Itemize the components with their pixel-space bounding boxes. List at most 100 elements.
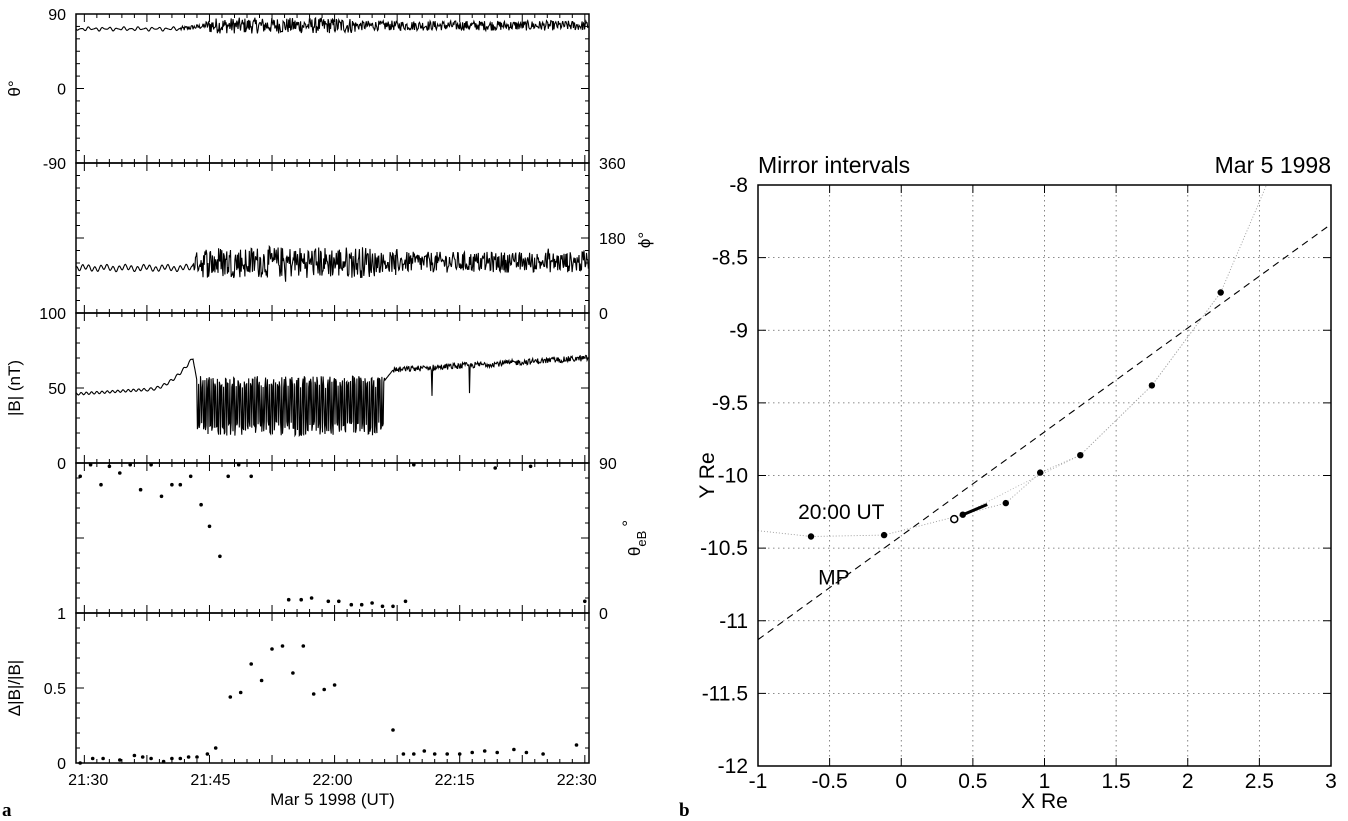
orbit-point <box>1037 469 1044 476</box>
theta-eb-point <box>249 474 253 479</box>
theta-eb-point <box>199 502 203 507</box>
theta-eb-point <box>218 554 222 559</box>
time-tick-label: 21:45 <box>190 772 230 789</box>
delta-b-axes-frame <box>75 612 590 764</box>
delta-b-axis-label: Δ|B|/|B| <box>5 660 24 716</box>
theta-eb-point <box>337 599 341 604</box>
theta-axis-label: θ° <box>5 80 24 96</box>
delta-b-point <box>291 671 295 675</box>
theta-eb-point <box>99 482 103 487</box>
orbit-point <box>1077 452 1084 459</box>
time-annotation: 20:00 UT <box>798 501 885 524</box>
theta-eb-point <box>493 466 498 470</box>
delta-b-point <box>322 687 327 692</box>
delta-b-panel: 1 0.5 0 Δ|B|/|B| 21:30 21:45 22:00 22:15 22:30 Ma… <box>5 606 597 809</box>
delta-b-point <box>118 758 122 762</box>
theta-eb-point <box>583 599 587 604</box>
theta-eb-point <box>380 604 385 609</box>
phi-axes-frame <box>75 162 590 314</box>
orbit-open-point <box>950 514 959 524</box>
delta-b-point <box>213 746 218 750</box>
delta-b-point <box>186 755 191 759</box>
x-tick-label: 2 <box>1182 770 1194 793</box>
delta-b-point <box>178 756 183 761</box>
delta-b-point <box>401 752 406 756</box>
theta-eb-point <box>326 599 331 604</box>
delta-b-point <box>495 750 500 755</box>
delta-b-point <box>238 690 243 695</box>
delta-b-point <box>457 752 462 756</box>
delta-b-point <box>301 644 306 648</box>
theta-eb-left-tick-label: 1 <box>57 606 66 623</box>
theta-eb-tick-label: 90 <box>599 456 617 473</box>
delta-b-point <box>332 683 337 687</box>
theta-eb-point <box>359 602 364 607</box>
delta-b-point <box>149 756 153 761</box>
theta-eb-point <box>349 602 354 607</box>
time-tick-label: 22:30 <box>557 772 597 789</box>
phi-tick-label: 180 <box>599 231 626 248</box>
delta-b-tick-label: 0 <box>57 756 66 773</box>
magnetopause-line <box>757 223 1332 641</box>
theta-tick-label: 0 <box>57 82 66 99</box>
theta-eb-point <box>309 596 314 600</box>
theta-eb-tick-label: 0 <box>599 606 608 623</box>
theta-eb-point <box>403 599 408 604</box>
delta-b-tick-label: 0.5 <box>44 681 66 698</box>
delta-b-point <box>432 752 437 756</box>
delta-b-point <box>249 662 253 666</box>
theta-eb-point <box>370 601 374 605</box>
y-tick-label: -9.5 <box>712 392 748 415</box>
theta-eb-panel: 0 90 0 θeB° <box>57 456 649 623</box>
theta-eb-point <box>391 604 395 609</box>
theta-eb-point <box>188 474 193 479</box>
delta-b-point <box>391 728 395 732</box>
b-magnitude-tick-label: 0 <box>57 456 66 473</box>
y-tick-label: -10.5 <box>700 537 748 560</box>
magnetopause-label: MP <box>818 566 850 589</box>
theta-eb-point <box>128 462 132 467</box>
phi-axis-label: ϕ° <box>635 232 654 248</box>
delta-b-point <box>195 755 199 759</box>
delta-b-point <box>524 750 529 755</box>
delta-b-point <box>311 692 316 696</box>
time-tick-label: 21:30 <box>68 772 108 789</box>
y-tick-label: -11 <box>719 610 748 633</box>
theta-eb-point <box>412 462 416 467</box>
delta-b-point <box>140 755 145 759</box>
x-axis-label: X Re <box>1021 790 1068 813</box>
x-tick-label: -0.5 <box>812 770 848 793</box>
y-tick-label: -10 <box>718 465 748 488</box>
x-tick-label: 3 <box>1325 770 1337 793</box>
delta-b-point <box>470 750 475 755</box>
delta-b-point <box>270 647 274 651</box>
theta-series-line <box>75 16 589 34</box>
theta-eb-point <box>236 462 241 467</box>
y-tick-label: -8.5 <box>712 247 748 270</box>
orbit-point <box>1002 499 1009 507</box>
time-axis-label: Mar 5 1998 (UT) <box>270 790 395 809</box>
theta-eb-point <box>299 597 304 602</box>
theta-axes-frame <box>75 13 590 164</box>
theta-panel: 90 0 θ° <box>5 7 590 164</box>
theta-eb-axes-frame <box>75 462 590 614</box>
orbit-point <box>1148 382 1156 389</box>
delta-b-point <box>412 752 416 756</box>
orbit-point <box>880 531 888 539</box>
theta-eb-point <box>170 482 174 487</box>
theta-eb-point <box>286 597 291 602</box>
b-magnitude-panel: 100 50 0 |B| (nT) <box>5 306 608 464</box>
chart-title-left: Mirror intervals <box>758 152 910 178</box>
delta-b-point <box>228 695 233 699</box>
y-tick-label: -12 <box>718 755 748 778</box>
orbit-point <box>807 533 815 540</box>
b-magnitude-tick-label: 100 <box>39 306 66 323</box>
x-tick-label: 1 <box>1039 770 1051 793</box>
y-tick-label: -9 <box>729 319 748 342</box>
delta-b-point <box>445 752 450 756</box>
delta-b-point <box>541 752 545 756</box>
delta-b-point <box>170 756 174 761</box>
orbit-trace-line <box>757 184 1267 537</box>
orbit-trace-line <box>954 292 1222 520</box>
delta-b-point <box>280 644 285 648</box>
